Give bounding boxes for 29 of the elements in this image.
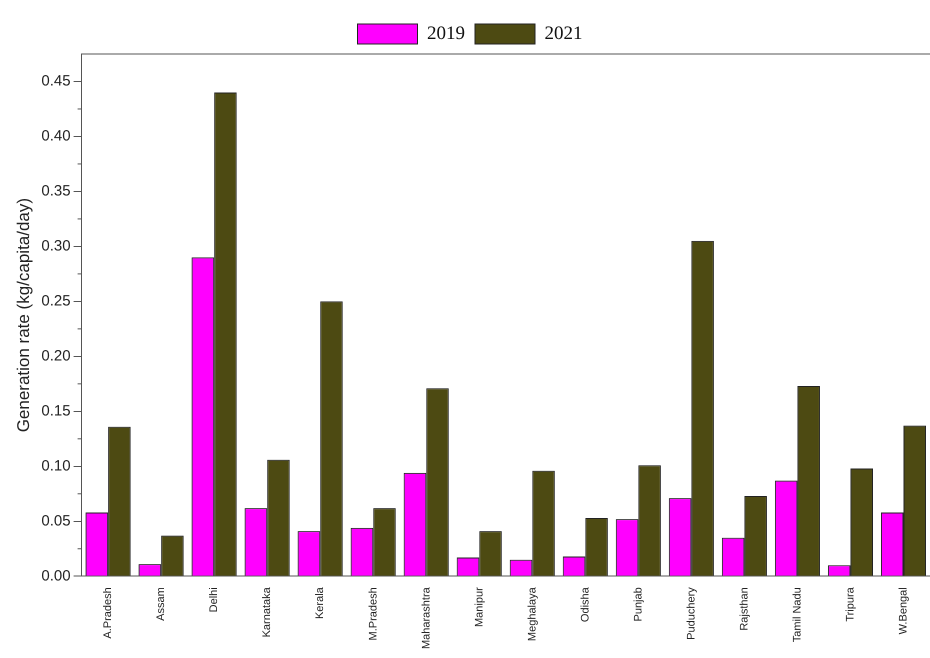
y-tick-label: 0.40 [41,128,71,145]
x-tick-label: A.Pradesh [102,587,114,639]
x-tick-label: Odisha [579,586,592,622]
y-tick-label: 0.00 [41,567,71,584]
x-tick-label: Puduchery [685,586,698,640]
y-tick-label: 0.20 [41,347,71,364]
y-tick-label: 0.10 [41,457,71,474]
legend-label: 2021 [544,22,582,44]
y-tick-label: 0.25 [41,292,71,310]
x-tick-label: Meghalaya [526,586,538,642]
y-tick-label: 0.35 [41,182,71,200]
legend-label: 2019 [427,22,465,44]
x-tick-label: Delhi [208,587,220,612]
y-tick-label: 0.30 [41,238,71,255]
x-tick-label: Maharashtra [420,586,432,650]
x-tick-label: Tripura [844,586,856,622]
y-tick-label: 0.15 [41,402,71,420]
x-tick-label: Punjab [632,587,644,622]
x-tick-label: W.Bengal [898,587,910,634]
y-tick-label: 0.45 [41,72,71,90]
y-tick-label: 0.05 [41,512,71,530]
x-tick-label: Kerala [314,586,326,620]
x-tick-label: M.Pradesh [367,587,380,640]
x-tick-label: Karnataka [261,586,274,638]
x-tick-label: Tamil Nadu [791,587,804,642]
x-tick-label: Assam [155,587,168,621]
y-axis-title: Generation rate (kg/capita/day) [14,198,33,432]
x-tick-label: Rajsthan [738,587,750,631]
x-tick-label: Manipur [473,586,486,627]
